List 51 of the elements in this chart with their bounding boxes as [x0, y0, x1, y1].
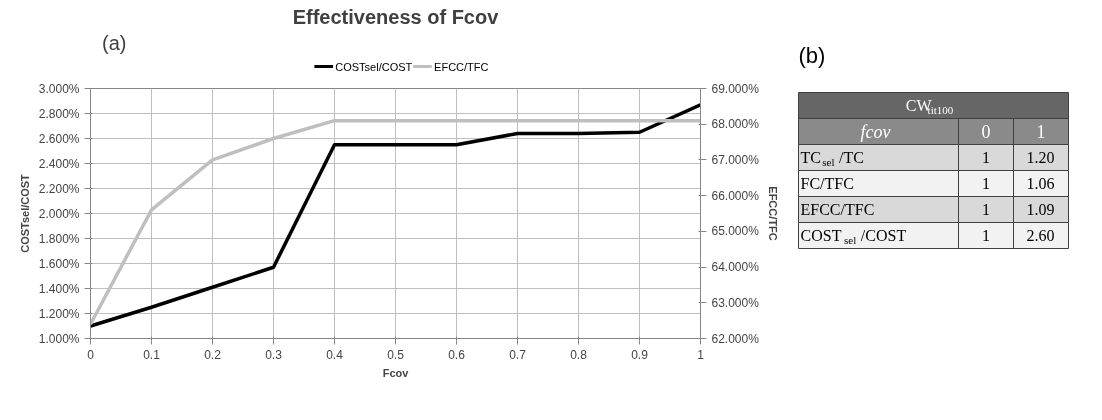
y-axis-title: COSTsel/COST	[18, 173, 31, 253]
x-tick-label: 1	[697, 347, 705, 362]
x-tick-label: 0.8	[570, 347, 588, 362]
legend-label: COSTsel/COST	[335, 60, 413, 73]
y-tick-label: 2.200%	[38, 181, 80, 196]
x-tick-label: 0.9	[631, 347, 649, 362]
y2-tick-label: 63.000%	[711, 295, 760, 310]
x-tick-label: 0.2	[204, 347, 222, 362]
chart-title: Effectiveness of Fcov	[292, 5, 500, 28]
y-tick-label: 2.400%	[38, 156, 80, 171]
y2-axis-title: EFCC/TFC	[766, 186, 779, 241]
y2-tick-label: 69.000%	[711, 81, 760, 96]
text: 1	[982, 175, 990, 192]
x-tick-label: 0.3	[265, 347, 283, 362]
text: 1	[982, 149, 990, 166]
y-tick-label: 1.000%	[38, 331, 80, 346]
text: fcov	[860, 121, 891, 142]
y2-tick-label: 62.000%	[711, 331, 760, 346]
y-tick-label: 1.400%	[38, 281, 80, 296]
text: 1.20	[1026, 149, 1055, 166]
text: 1	[982, 201, 990, 218]
y2-tick-label: 65.000%	[711, 224, 760, 239]
legend-label: EFCC/TFC	[434, 60, 489, 73]
y-tick-label: 2.000%	[38, 206, 80, 221]
text: EFCC/TFC	[800, 201, 875, 218]
x-axis-title: Fcov	[382, 366, 410, 379]
y2-tick-label: 68.000%	[711, 117, 760, 132]
text: 0	[981, 122, 991, 142]
y-tick-label: 2.800%	[38, 106, 80, 121]
x-tick-label: 0.4	[326, 347, 344, 362]
text: 1	[1036, 122, 1046, 142]
text: 2.60	[1026, 227, 1055, 244]
y-tick-label: 1.600%	[38, 256, 80, 271]
text: 1.09	[1026, 201, 1055, 218]
x-tick-label: 0.7	[509, 347, 527, 362]
text: (b)	[798, 43, 826, 68]
text: 1.06	[1026, 175, 1055, 192]
x-tick-label: 0.1	[143, 347, 161, 362]
x-tick-label: 0.5	[387, 347, 405, 362]
y2-tick-label: 64.000%	[711, 260, 760, 275]
y2-tick-label: 66.000%	[711, 188, 760, 203]
y-tick-label: 3.000%	[38, 81, 80, 96]
y-tick-label: 2.600%	[38, 131, 80, 146]
text: FC/TFC	[800, 175, 854, 192]
y-tick-label: 1.800%	[38, 231, 80, 246]
x-tick-label: 0.6	[448, 347, 466, 362]
y-tick-label: 1.200%	[38, 306, 80, 321]
y2-tick-label: 67.000%	[711, 152, 760, 167]
text: (a)	[102, 31, 127, 54]
x-tick-label: 0	[87, 347, 95, 362]
text: 1	[982, 227, 990, 244]
